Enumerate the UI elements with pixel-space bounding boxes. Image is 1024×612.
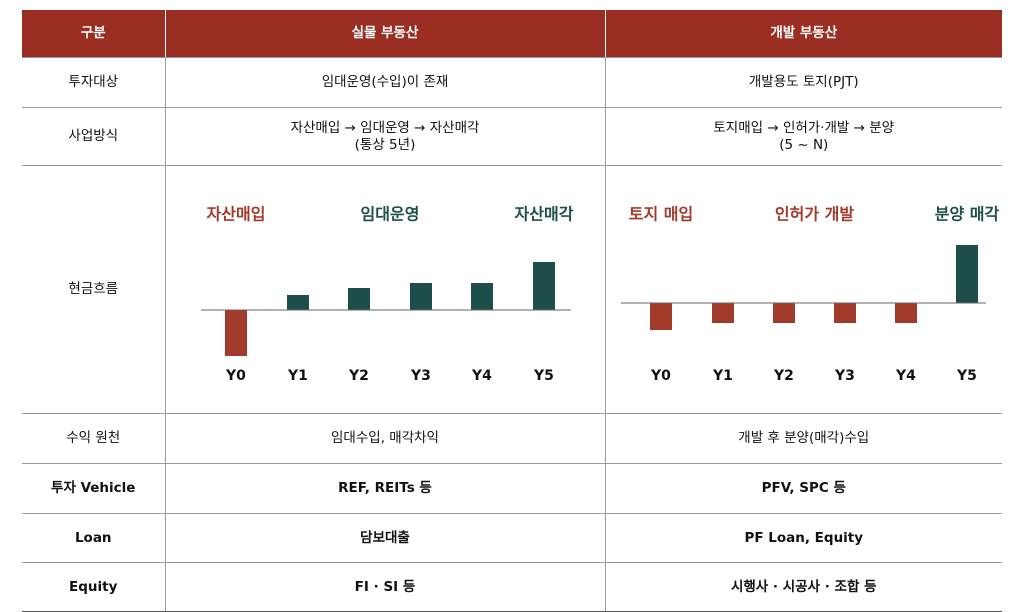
phase-label: 토지 매입 [628,205,692,224]
cell-text: 토지매입 → 인허가·개발 → 분양 [713,119,895,136]
table-cell: 토지매입 → 인허가·개발 → 분양 (5 ~ N) [604,107,1002,166]
cell-text: PF Loan, Equity [744,529,864,546]
bar [286,295,309,310]
cell-text: REF, REITs 등 [338,480,432,496]
table-cell: 임대운영(수입)이 존재 [164,57,605,108]
phase-label: 인허가 개발 [774,205,853,224]
table-row: Equity FI · SI 등 시행사 · 시공사 · 조합 등 [22,562,1002,612]
phase-label: 분양 매각 [934,205,999,224]
table-row: 투자대상 임대운영(수입)이 존재 개발용도 토지(PJT) [22,57,1002,108]
table-cell: REF, REITs 등 [164,463,605,514]
x-tick-label: Y2 [348,368,369,384]
x-tick-label: Y1 [287,368,308,384]
phase-label: 임대운영 [360,205,419,224]
header-row: 구분 실물 부동산 개발 부동산 [22,10,1002,58]
bar [833,303,856,323]
cash-flow-chart: 자산매입 임대운영 자산매각 Y0 Y1 Y2 Y3 Y4 Y5 [200,205,573,384]
x-tick-label: Y5 [956,368,977,384]
cell-text: 자산매입 → 임대운영 → 자산매각 [290,119,480,136]
bar [532,262,555,310]
x-tick-label: Y0 [650,368,671,384]
bar [955,245,978,303]
cell-text: PFV, SPC 등 [761,480,846,496]
bar [649,303,672,330]
bar [894,303,917,323]
x-tick-label: Y4 [895,368,916,384]
bar [772,303,795,323]
x-tick-label: Y2 [773,368,794,384]
header-cell: 개발 부동산 [604,10,1002,58]
table-row: 현금흐름 자산매입 임대운영 자산매각 Y0 Y1 Y2 Y3 Y4 Y5 토지 매입 인허가 개발 분… [22,165,1002,414]
row-label: 사업방식 [22,107,165,166]
x-tick-label: Y3 [834,368,855,384]
cell-text: 개발용도 토지(PJT) [748,74,859,90]
comparison-table: 구분 실물 부동산 개발 부동산 투자대상 임대운영(수입)이 존재 개발용도 토지(P… [22,10,1002,612]
table-row: 투자 Vehicle REF, REITs 등 PFV, SPC 등 [22,463,1002,514]
table-row: 사업방식 자산매입 → 임대운영 → 자산매각 (통상 5년) 토지매입 → 인허가·… [22,107,1002,166]
x-tick-label: Y4 [471,368,492,384]
cell-text: 시행사 · 시공사 · 조합 등 [730,578,877,595]
phase-label: 자산매입 [206,205,265,224]
cell-text: 임대운영(수입)이 존재 [321,74,449,90]
bar [470,283,493,310]
row-label: 투자 Vehicle [22,463,165,514]
cell-text: 개발 후 분양(매각)수입 [738,430,870,446]
x-tick-label: Y1 [712,368,733,384]
bar [224,310,247,356]
row-label: Equity [22,562,165,612]
table-cell: PF Loan, Equity [604,513,1002,563]
table-cell: 개발 후 분양(매각)수입 [604,413,1002,464]
table-cell: PFV, SPC 등 [604,463,1002,514]
table-row: Loan 담보대출 PF Loan, Equity [22,513,1002,563]
table-cell: FI · SI 등 [164,562,605,612]
bar [347,288,370,310]
bar [409,283,432,310]
table-cell: 시행사 · 시공사 · 조합 등 [604,562,1002,612]
x-tick-label: Y3 [410,368,431,384]
cash-flow-chart: 토지 매입 인허가 개발 분양 매각 Y0 Y1 Y2 Y3 Y4 Y5 [620,205,999,384]
chart-cell: 토지 매입 인허가 개발 분양 매각 Y0 Y1 Y2 Y3 Y4 Y5 [604,165,1002,414]
bar [711,303,734,323]
table-cell: 개발용도 토지(PJT) [604,57,1002,108]
cell-text: FI · SI 등 [354,578,416,595]
row-label: 현금흐름 [22,165,165,414]
x-tick-label: Y0 [225,368,246,384]
header: 구분 실물 부동산 개발 부동산 [22,10,1002,58]
phase-label: 자산매각 [514,205,573,224]
header-cell: 구분 [22,10,165,58]
table-cell: 담보대출 [164,513,605,563]
row-label: 투자대상 [22,57,165,108]
x-tick-label: Y5 [533,368,554,384]
header-cell: 실물 부동산 [164,10,605,58]
row-label: 수익 원천 [22,413,165,464]
body: 투자대상 임대운영(수입)이 존재 개발용도 토지(PJT) 사업방식 자산매입 → 임… [22,57,1002,612]
table-cell: 임대수입, 매각차익 [164,413,605,464]
table-row: 수익 원천 임대수입, 매각차익 개발 후 분양(매각)수입 [22,413,1002,464]
cell-text: 임대수입, 매각차익 [331,430,439,446]
cell-text: (통상 5년) [354,136,416,153]
cell-text: (5 ~ N) [779,136,829,153]
row-label: Loan [22,513,165,563]
chart-cell: 자산매입 임대운영 자산매각 Y0 Y1 Y2 Y3 Y4 Y5 [164,165,605,414]
cell-text: 담보대출 [360,529,410,546]
table-cell: 자산매입 → 임대운영 → 자산매각 (통상 5년) [164,107,605,166]
